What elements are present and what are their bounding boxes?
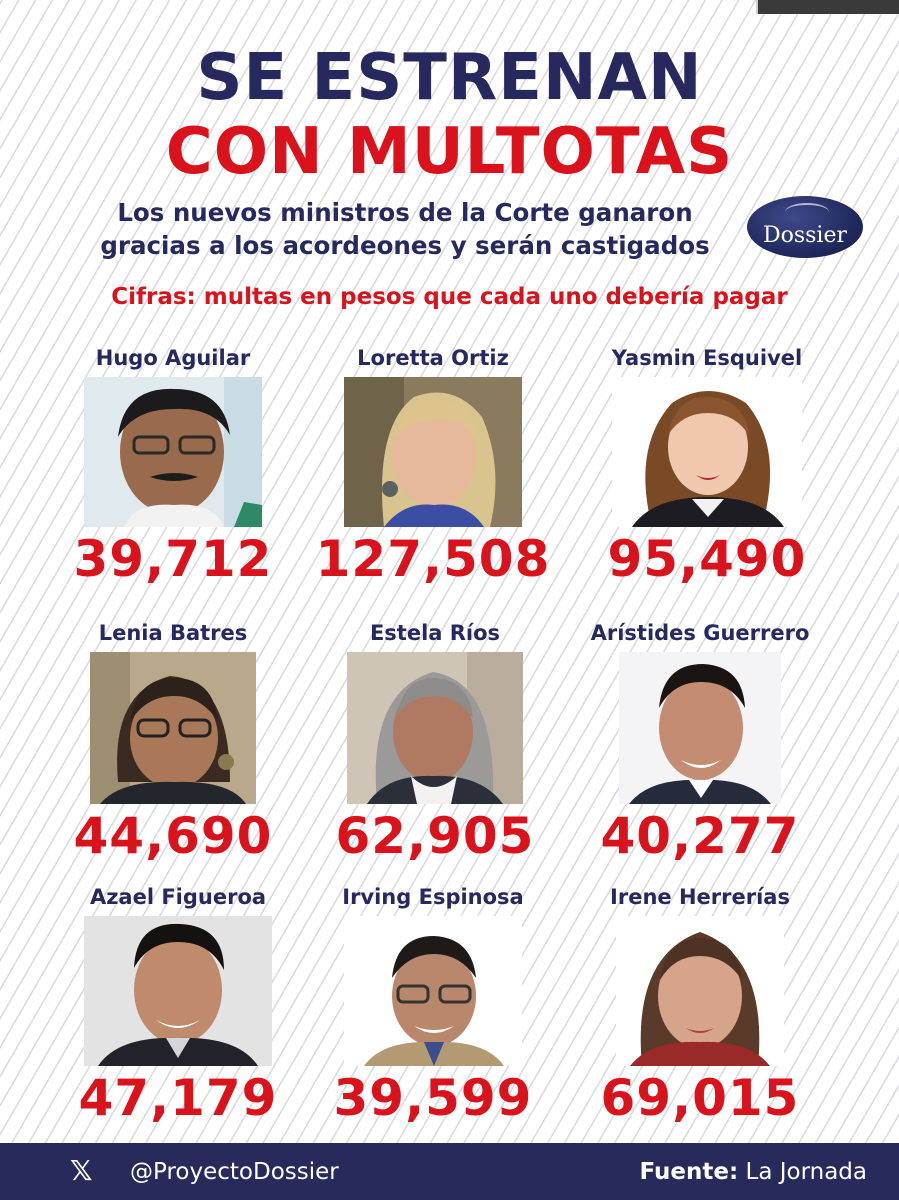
minister-name: Loretta Ortiz [357, 346, 509, 370]
minister-fine-amount: 95,490 [607, 530, 807, 588]
headline-line-1: SE ESTRENAN [196, 41, 703, 115]
subtitle: Los nuevos ministros de la Corte ganaron… [40, 196, 770, 262]
minister-name: Estela Ríos [369, 621, 501, 645]
minister-fine-amount: 62,905 [335, 807, 535, 865]
social-handle-link[interactable]: @ProyectoDossier [130, 1159, 339, 1185]
minister-photo [84, 377, 262, 527]
source-credit: Fuente: La Jornada [639, 1157, 867, 1187]
subtitle-line-2: gracias a los acordeones y serán castiga… [100, 231, 710, 260]
source-value: La Jornada [745, 1159, 868, 1185]
footer-bar: 𝕏 @ProyectoDossier Fuente: La Jornada [0, 1143, 899, 1200]
minister-card-irving-espinosa: Irving Espinosa 39,599 [313, 884, 553, 1126]
minister-photo [612, 377, 802, 527]
minister-name: Azael Figueroa [89, 885, 267, 909]
minister-name: Arístides Guerrero [590, 621, 810, 645]
minister-photo [344, 377, 522, 527]
minister-fine-amount: 40,277 [600, 807, 800, 865]
minister-card-estela-rios: Estela Ríos 62,905 [315, 620, 555, 864]
figures-note: Cifras: multas en pesos que cada uno deb… [111, 284, 788, 310]
x-logo-icon[interactable]: 𝕏 [70, 1154, 93, 1187]
minister-fine-amount: 47,179 [78, 1069, 278, 1127]
source-label: Fuente: [639, 1159, 739, 1185]
minister-card-loretta-ortiz: Loretta Ortiz 127,508 [313, 345, 553, 587]
minister-card-lenia-batres: Lenia Batres 44,690 [53, 620, 293, 864]
minister-name: Yasmin Esquivel [611, 346, 803, 370]
minister-card-irene-herrerias: Irene Herrerías 69,015 [580, 884, 820, 1126]
minister-photo [347, 652, 523, 804]
cropped-photo-edge [756, 0, 899, 14]
subtitle-line-1: Los nuevos ministros de la Corte ganaron [117, 198, 693, 227]
horse-logo-icon [785, 203, 829, 221]
minister-photo [619, 652, 781, 804]
minister-card-yasmin-esquivel: Yasmin Esquivel 95,490 [587, 345, 827, 587]
headline-line-2: CON MULTOTAS [165, 115, 734, 189]
minister-photo [344, 916, 522, 1066]
minister-photo [84, 916, 272, 1066]
minister-name: Lenia Batres [98, 621, 248, 645]
minister-name: Irving Espinosa [342, 885, 524, 909]
minister-fine-amount: 44,690 [73, 807, 273, 865]
minister-photo [616, 916, 784, 1066]
minister-fine-amount: 39,599 [333, 1069, 533, 1127]
minister-name: Hugo Aguilar [95, 346, 251, 370]
minister-name: Irene Herrerías [610, 885, 790, 909]
minister-card-hugo-aguilar: Hugo Aguilar 39,712 [53, 345, 293, 587]
minister-card-azael-figueroa: Azael Figueroa 47,179 [58, 884, 298, 1126]
minister-fine-amount: 39,712 [73, 530, 273, 588]
minister-photo [90, 652, 256, 804]
ministers-grid: Hugo Aguilar 39,712 Loretta Ortiz [53, 345, 827, 1126]
minister-fine-amount: 69,015 [600, 1069, 800, 1127]
dossier-logo: Dossier [747, 196, 863, 258]
dossier-logo-text: Dossier [762, 223, 848, 248]
minister-card-aristides-guerrero: Arístides Guerrero 40,277 [580, 620, 820, 864]
minister-fine-amount: 127,508 [315, 530, 551, 588]
